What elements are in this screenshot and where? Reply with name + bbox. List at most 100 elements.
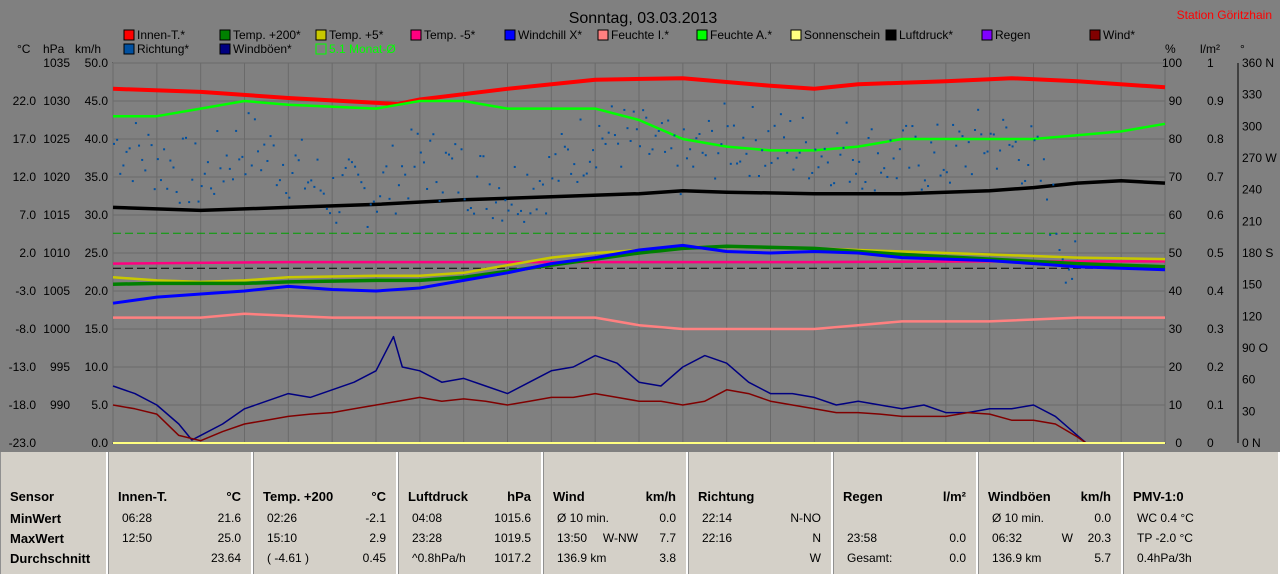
direction-dot bbox=[639, 145, 641, 148]
direction-dot bbox=[200, 185, 203, 188]
direction-dot bbox=[1074, 240, 1077, 243]
direction-dot bbox=[460, 148, 463, 151]
direction-dot bbox=[548, 156, 551, 159]
direction-dot bbox=[892, 157, 895, 160]
direction-dot bbox=[620, 165, 623, 168]
series-line-luftdruck- bbox=[112, 179, 1166, 213]
direction-dot bbox=[798, 151, 801, 154]
direction-dot bbox=[808, 177, 811, 180]
direction-dot bbox=[711, 129, 714, 132]
direction-dot bbox=[1017, 159, 1020, 162]
rain-tick-label: 0.3 bbox=[1207, 322, 1224, 336]
direction-dot bbox=[354, 165, 357, 168]
kmh-tick-label: 35.0 bbox=[85, 170, 109, 184]
direction-dot bbox=[751, 105, 754, 108]
direction-dot bbox=[319, 189, 322, 192]
panel-cell-label: 06:32 bbox=[992, 531, 1023, 545]
direction-dot bbox=[898, 148, 901, 151]
panel-innen-t: Innen-T. °C 06:28 21.6 12:50 25.0 23.64 bbox=[108, 452, 253, 574]
panel-cell-value: 3.8 bbox=[659, 551, 676, 565]
legend-label: Wind* bbox=[1103, 28, 1135, 42]
pct-tick-label: 90 bbox=[1169, 94, 1183, 108]
direction-dot bbox=[113, 142, 115, 145]
direction-dot bbox=[513, 165, 516, 168]
direction-dot bbox=[732, 124, 735, 127]
direction-dot bbox=[125, 150, 128, 153]
panel-cell-label: 136.9 km bbox=[557, 551, 607, 565]
direction-dot bbox=[582, 174, 585, 177]
direction-dot bbox=[764, 164, 767, 167]
deg-tick-label: 180 S bbox=[1242, 246, 1273, 260]
direction-dot bbox=[607, 131, 610, 134]
direction-dot bbox=[366, 225, 369, 228]
temp-tick-label: -18.0 bbox=[9, 398, 37, 412]
legend-label: Windböen* bbox=[233, 42, 292, 56]
direction-dot bbox=[1067, 268, 1070, 271]
panel-cell-value: 0.0 bbox=[1094, 511, 1111, 525]
direction-dot bbox=[964, 165, 967, 168]
x-tick-label: 20:00 bbox=[975, 451, 1005, 452]
direction-dot bbox=[404, 173, 407, 176]
direction-dot bbox=[291, 172, 294, 175]
direction-dot bbox=[285, 192, 288, 195]
panel-luftdruck: Luftdruck hPa 04:08 1015.6 23:28 1019.5 ^0.8hP… bbox=[398, 452, 543, 574]
hpa-tick-label: 1000 bbox=[43, 322, 70, 336]
panel-header: Innen-T. bbox=[118, 489, 168, 504]
direction-dot bbox=[203, 172, 206, 175]
direction-dot bbox=[332, 176, 335, 179]
direction-dot bbox=[842, 146, 845, 149]
direction-dot bbox=[257, 150, 260, 153]
series-line-temp-5- bbox=[112, 245, 1166, 284]
panel-cell-label: MaxWert bbox=[10, 531, 64, 546]
direction-dot bbox=[131, 180, 134, 183]
temp-tick-label: -13.0 bbox=[9, 360, 37, 374]
direction-dot bbox=[685, 157, 688, 160]
temp-tick-label: 7.0 bbox=[19, 208, 36, 222]
direction-dot bbox=[1049, 233, 1052, 236]
panel-unit: l/m² bbox=[942, 489, 966, 504]
x-tick-label: 00:00 bbox=[98, 451, 128, 452]
direction-dot bbox=[282, 163, 285, 166]
deg-tick-label: 0 N bbox=[1242, 436, 1261, 450]
direction-dot bbox=[391, 144, 394, 147]
x-tick-label: 21:00 bbox=[1018, 451, 1048, 452]
panel-cell-label: Ø 10 min. bbox=[992, 511, 1045, 525]
direction-dot bbox=[654, 134, 657, 137]
direction-dot bbox=[967, 141, 970, 144]
temp-tick-label: 2.0 bbox=[19, 246, 36, 260]
direction-dot bbox=[955, 144, 958, 147]
direction-dot bbox=[360, 181, 363, 184]
direction-dot bbox=[476, 175, 479, 178]
pct-tick-label: 80 bbox=[1169, 132, 1183, 146]
hpa-tick-label: 1025 bbox=[43, 132, 70, 146]
temp-tick-label: 12.0 bbox=[13, 170, 37, 184]
direction-dot bbox=[231, 178, 234, 181]
direction-dot bbox=[426, 187, 429, 190]
direction-dot bbox=[329, 212, 332, 215]
unit-rain: l/m² bbox=[1200, 42, 1220, 56]
legend-swatch bbox=[315, 43, 327, 55]
direction-dot bbox=[811, 171, 814, 174]
station-name: Station Göritzhain bbox=[1177, 8, 1272, 22]
direction-dot bbox=[670, 147, 673, 150]
direction-dot bbox=[535, 208, 538, 211]
direction-dot bbox=[992, 133, 995, 136]
direction-dot bbox=[717, 152, 720, 155]
direction-dot bbox=[642, 109, 645, 112]
direction-dot bbox=[576, 180, 579, 183]
direction-dot bbox=[682, 128, 685, 131]
x-tick-label: 17:00 bbox=[843, 451, 873, 452]
x-tick-label: 15:00 bbox=[755, 451, 785, 452]
direction-dot bbox=[275, 184, 278, 187]
direction-dot bbox=[1014, 140, 1017, 143]
panel-richtung: Richtung 22:14 N-NO 22:16 N W bbox=[688, 452, 833, 574]
direction-dot bbox=[448, 153, 451, 156]
direction-dot bbox=[836, 132, 839, 135]
rain-tick-label: 0.5 bbox=[1207, 246, 1224, 260]
direction-dot bbox=[1020, 182, 1023, 185]
rain-tick-label: 0.4 bbox=[1207, 284, 1224, 298]
direction-dot bbox=[876, 152, 879, 155]
direction-dot bbox=[923, 179, 926, 182]
panel-regen: Regen l/m² 23:58 0.0 Gesamt: 0.0 bbox=[833, 452, 978, 574]
direction-dot bbox=[529, 212, 532, 215]
